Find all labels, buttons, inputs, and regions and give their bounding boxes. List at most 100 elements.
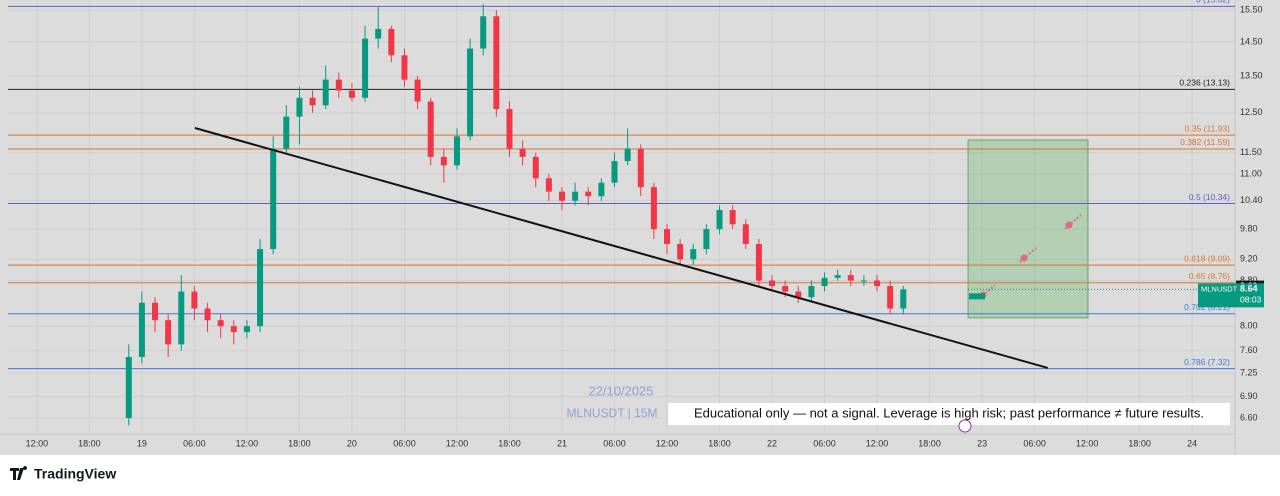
candle-body [729, 210, 736, 225]
fib-label: 0.618 (9.09) [1184, 253, 1230, 263]
countdown-label: 08:03 [1240, 295, 1262, 305]
candle-body [677, 243, 684, 260]
projection-marker [1065, 221, 1073, 229]
y-tick-label: 10.40 [1240, 195, 1263, 205]
x-tick-label: 12:00 [656, 438, 679, 448]
candle-body [375, 28, 382, 39]
brand-name: TradingView [34, 466, 116, 482]
fib-label: 0 (15.62) [1196, 0, 1230, 5]
y-tick-label: 7.60 [1240, 345, 1258, 355]
candle-body [480, 16, 487, 49]
candle-body [257, 249, 264, 327]
fib-label: 0.382 (11.59) [1180, 137, 1230, 147]
fib-label: 0.786 (7.32) [1184, 357, 1230, 367]
candle-body [611, 161, 618, 183]
plot-layer: 12:00 18:00 19 06:00 12:00 18:00 20 06:00 12:00 1… [0, 0, 1264, 455]
x-tick-label: 12:00 [26, 438, 49, 448]
fib-label: 0.236 (13.13) [1179, 78, 1230, 88]
candle-body [532, 156, 539, 179]
candle-body [572, 191, 579, 201]
x-tick-label: 18:00 [78, 438, 101, 448]
y-tick-label: 8.00 [1240, 320, 1258, 330]
x-tick-label: 12:00 [236, 438, 259, 448]
fib-label: 0.5 (10.34) [1189, 192, 1230, 202]
candle-body [664, 229, 671, 244]
x-tick-label: 06:00 [183, 438, 206, 448]
projection-arrow [1019, 247, 1037, 263]
x-tick-label: 18:00 [288, 438, 311, 448]
candle-body [138, 302, 145, 357]
y-tick-label: 14.50 [1240, 36, 1263, 46]
candle-body [296, 97, 303, 117]
brand-logo: TradingView [10, 466, 116, 482]
candle-body [362, 38, 369, 98]
candle-body [467, 48, 474, 137]
fib-label: 0.65 (8.76) [1189, 271, 1230, 281]
trendline [194, 127, 1048, 369]
disclaimer-box [668, 403, 1230, 425]
candle-body [335, 79, 342, 91]
x-tick-label: 06:00 [393, 438, 416, 448]
watermark-date: 22/10/2025 [588, 383, 653, 398]
candle-body [716, 210, 723, 230]
position-marker [969, 293, 985, 300]
candle-body [847, 275, 854, 281]
x-tick-label: 23 [977, 438, 987, 448]
x-tick-label: 18:00 [1128, 438, 1151, 448]
candle-body [440, 156, 447, 166]
candle-body [860, 280, 867, 282]
candle-body [545, 178, 552, 192]
target-box [967, 139, 1089, 319]
candle-body [769, 280, 776, 287]
disclaimer: Educational only — not a signal. Leverag… [694, 405, 1204, 420]
last-price-tag [1198, 283, 1264, 308]
candle-body [821, 277, 828, 287]
candle-body [585, 191, 592, 197]
y-tick-label: 9.80 [1240, 224, 1258, 234]
x-tick-label: 22 [767, 438, 777, 448]
candle-body [637, 148, 644, 188]
candle-body [624, 148, 631, 162]
x-tick-label: 12:00 [446, 438, 469, 448]
candle-body [165, 320, 172, 345]
candle-body [322, 79, 329, 106]
y-tick-label: 11.50 [1240, 147, 1262, 157]
x-tick-label: 12:00 [1076, 438, 1099, 448]
symbol-label: MLNUSDT [1201, 284, 1238, 293]
projection-arrow [1064, 214, 1082, 230]
candle-body [506, 109, 513, 149]
x-tick-label: 21 [557, 438, 567, 448]
candle-body [598, 182, 605, 197]
y-tick-label: 15.50 [1240, 4, 1263, 14]
y-tick-label: 6.60 [1240, 412, 1258, 422]
projection-arrow [978, 284, 996, 300]
candle-body [742, 224, 749, 244]
candle-body [795, 291, 802, 298]
candle-body [558, 191, 565, 201]
candle-body [178, 291, 185, 345]
x-tick-label: 20 [347, 438, 357, 448]
x-tick-label: 24 [1187, 438, 1197, 448]
candle-body [388, 28, 395, 56]
footer-background [0, 455, 1280, 496]
candle-body [519, 148, 526, 157]
candle-body [650, 187, 657, 230]
candle-body [283, 116, 290, 149]
x-tick-label: 19 [137, 438, 147, 448]
y-tick-label: 7.25 [1240, 368, 1258, 378]
candle-body [348, 90, 355, 98]
y-tick-label: 6.90 [1240, 391, 1258, 401]
y-tick-label: 8.80 [1240, 275, 1258, 285]
candle-body [401, 55, 408, 80]
candle-body [309, 97, 316, 106]
candle-body [755, 243, 762, 281]
candle-body [900, 289, 907, 309]
candle-body [782, 286, 789, 292]
candle-body [204, 308, 211, 321]
x-tick-label: 06:00 [1023, 438, 1046, 448]
candle-body [690, 249, 697, 260]
candle-body [808, 286, 815, 298]
candle-body [270, 148, 277, 250]
candle-body [453, 136, 460, 166]
